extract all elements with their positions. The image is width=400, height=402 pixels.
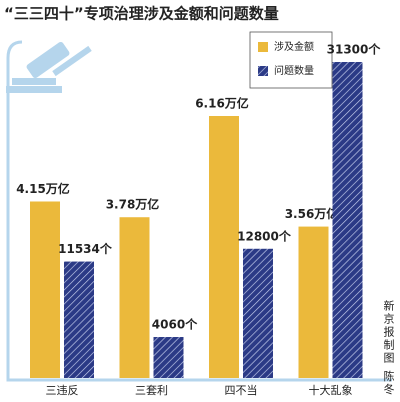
x-tick-label: 三违反: [46, 384, 79, 397]
x-tick-label: 三套利: [135, 384, 168, 397]
legend-swatch: [258, 42, 268, 52]
gavel-icon: [6, 42, 92, 93]
legend-box: [249, 31, 333, 89]
chart-title: “三三四十”专项治理涉及金额和问题数量: [4, 5, 279, 23]
value-label: 31300个: [327, 42, 382, 57]
value-label: 3.78万亿: [106, 197, 160, 212]
legend-label: 问题数量: [274, 64, 314, 77]
bar: [332, 62, 363, 378]
bar: [298, 226, 329, 378]
legend-label: 涉及金额: [274, 40, 314, 53]
value-label: 4.15万亿: [16, 181, 70, 196]
value-label: 6.16万亿: [195, 96, 249, 111]
bar: [119, 217, 150, 378]
value-label: 11534个: [58, 241, 113, 256]
frame: [6, 40, 392, 382]
value-label: 4060个: [152, 317, 198, 332]
bar: [243, 248, 273, 378]
value-label: 12800个: [237, 228, 292, 243]
x-tick-label: 十大乱象: [309, 383, 353, 397]
bar: [209, 116, 239, 378]
value-label: 3.56万亿: [285, 206, 339, 221]
bar: [64, 261, 94, 378]
source: 新京报制图 陈冬: [382, 299, 395, 397]
bar: [30, 201, 60, 378]
bar: [153, 337, 184, 378]
x-tick-label: 四不当: [225, 383, 258, 397]
legend-swatch: [258, 66, 268, 76]
